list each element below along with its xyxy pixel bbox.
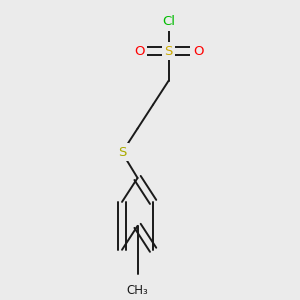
Text: O: O — [193, 45, 203, 58]
Text: S: S — [164, 45, 173, 58]
Text: O: O — [134, 45, 144, 58]
Text: S: S — [118, 146, 126, 159]
Text: Cl: Cl — [162, 15, 175, 28]
Text: CH₃: CH₃ — [127, 284, 148, 297]
